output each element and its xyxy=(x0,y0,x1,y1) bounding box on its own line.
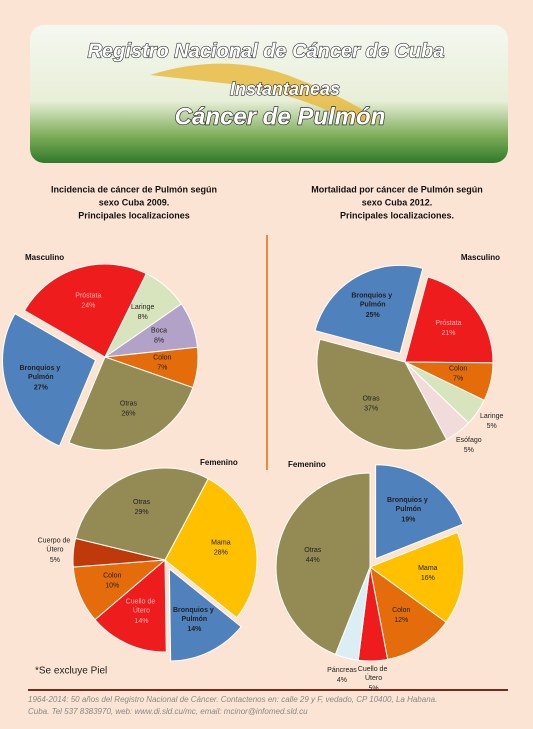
chart-title: Incidencia de cáncer de Pulmón según xyxy=(51,184,217,194)
chart-subtitle: Femenino xyxy=(200,458,238,467)
slice-label: Laringe xyxy=(480,413,503,420)
slice-label: Colon xyxy=(153,354,171,361)
slice-label: Colon xyxy=(449,365,467,372)
slice-label: Colon xyxy=(103,573,121,580)
chart-subtitle: Masculino xyxy=(461,253,500,262)
slice-value: 25% xyxy=(366,312,381,319)
pie-slice xyxy=(74,467,209,561)
slice-label: Esófago xyxy=(456,437,482,444)
slice-value: 19% xyxy=(401,516,416,523)
slice-value: 21% xyxy=(441,330,455,337)
slice-value: 26% xyxy=(121,411,135,418)
slice-label: Bronquios y Pulmón xyxy=(387,497,430,513)
banner-heading: Cáncer de Pulmón xyxy=(175,103,386,130)
slice-label: Otras xyxy=(120,401,138,408)
slice-value: 27% xyxy=(34,384,49,391)
pie-slice xyxy=(375,464,464,560)
slice-label: Bronquios y Pulmón xyxy=(351,292,394,308)
slice-label: Bronquios y Pulmón xyxy=(19,365,62,381)
slice-value: 10% xyxy=(105,583,119,590)
chart-title: Principales localizaciones xyxy=(78,210,190,220)
slice-value: 24% xyxy=(81,303,95,310)
chart-title: Mortalidad por cáncer de Pulmón según xyxy=(311,184,483,194)
pie-slice xyxy=(316,338,448,451)
banner xyxy=(30,25,508,163)
slice-label: Colon xyxy=(392,607,410,614)
slice-value: 4% xyxy=(337,677,347,684)
pie-slice xyxy=(404,276,494,364)
pie-slice xyxy=(369,565,447,660)
slice-value: 14% xyxy=(187,626,202,633)
pie-slice xyxy=(68,356,194,451)
slice-label: Próstata xyxy=(75,293,101,300)
slice-label: Páncreas xyxy=(327,667,357,674)
slice-value: 5% xyxy=(368,686,378,693)
slice-value: 8% xyxy=(154,338,164,345)
pie-slice xyxy=(2,313,97,447)
slice-value: 5% xyxy=(464,447,474,454)
slice-label: Cuerpo de Útero xyxy=(38,537,73,553)
pie-slice xyxy=(275,472,371,656)
slice-value: 16% xyxy=(421,575,435,582)
slice-value: 5% xyxy=(50,557,60,564)
pie-slice xyxy=(314,264,424,354)
chart-subtitle: Masculino xyxy=(25,253,64,262)
note: *Se excluye Piel xyxy=(35,666,107,677)
slice-label: Otras xyxy=(363,396,381,403)
pie-slice xyxy=(168,567,242,662)
slice-value: 7% xyxy=(157,364,167,371)
slice-value: 7% xyxy=(453,375,463,382)
pie-slice xyxy=(368,531,465,623)
slice-label: Otras xyxy=(133,499,151,506)
banner-title: Registro Nacional de Cáncer de Cuba xyxy=(88,40,445,62)
slice-label: Otras xyxy=(304,547,322,554)
footer-line: 1964-2014: 50 años del Registro Nacional… xyxy=(28,695,437,704)
pie-slice xyxy=(94,558,167,653)
slice-label: Laringe xyxy=(131,304,154,311)
slice-label: Cuello de Útero xyxy=(358,666,390,682)
map-shape xyxy=(150,63,380,125)
slice-value: 37% xyxy=(364,406,378,413)
slice-value: 29% xyxy=(135,509,149,516)
slice-label: Boca xyxy=(151,328,167,335)
chart-title: sexo Cuba 2009. xyxy=(99,197,170,207)
slice-value: 12% xyxy=(394,617,408,624)
slice-value: 44% xyxy=(306,557,320,564)
slice-label: Mama xyxy=(211,539,231,546)
banner-subtitle: Instantaneas xyxy=(230,79,340,99)
slice-label: Próstata xyxy=(435,320,461,327)
slice-label: Cuello de Útero xyxy=(126,598,158,614)
footer-line: Cuba. Tel 537 8383970, web: www.di.sld.c… xyxy=(28,707,308,716)
pie-slice xyxy=(164,478,258,619)
chart-subtitle: Femenino xyxy=(288,460,326,469)
slice-value: 5% xyxy=(487,423,497,430)
slice-value: 14% xyxy=(134,618,148,625)
chart-title: sexo Cuba 2012. xyxy=(362,197,433,207)
slice-value: 28% xyxy=(214,549,228,556)
slice-label: Mama xyxy=(418,565,438,572)
chart-title: Principales localizaciones. xyxy=(340,210,454,220)
pie-slice xyxy=(23,263,148,358)
slice-label: Bronquios y Pulmón xyxy=(173,607,216,623)
slice-value: 8% xyxy=(138,314,148,321)
